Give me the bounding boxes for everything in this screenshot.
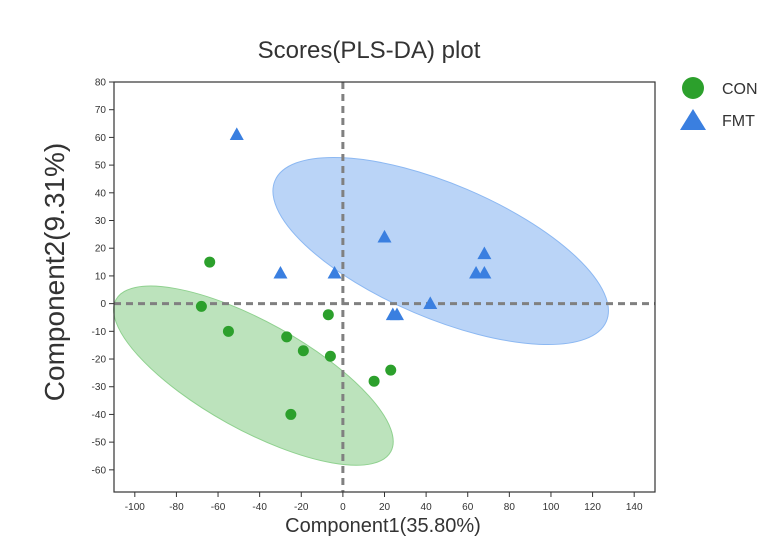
con-legend-label: CON — [722, 81, 758, 98]
x-axis: -100 -80 -60 -40 -20 0 20 40 60 80 100 120 140 — [125, 492, 643, 513]
fmt-legend-marker — [680, 109, 706, 130]
fmt-point — [423, 296, 438, 310]
x-tick-label: -80 — [169, 502, 184, 513]
y-tick-label: -50 — [92, 438, 107, 449]
data-points — [195, 127, 492, 420]
con-point — [222, 325, 234, 337]
y-tick-label: 30 — [95, 216, 107, 227]
x-tick-label: -60 — [211, 502, 226, 513]
x-tick-label: 120 — [584, 502, 601, 513]
x-axis-label: Component1(35.80%) — [285, 515, 481, 537]
x-tick-label: -40 — [252, 502, 267, 513]
y-tick-label: 40 — [95, 188, 107, 199]
con-point — [204, 256, 216, 268]
y-tick-label: -30 — [92, 382, 107, 393]
y-tick-label: -60 — [92, 465, 107, 476]
x-tick-label: -100 — [125, 502, 145, 513]
fmt-point — [273, 265, 288, 279]
fmt-legend-label: FMT — [722, 113, 755, 130]
con-point — [322, 309, 334, 321]
x-tick-label: 100 — [543, 502, 560, 513]
legend: CON FMT — [680, 77, 758, 130]
con-confidence-ellipse — [113, 285, 394, 466]
con-point — [324, 350, 336, 362]
y-tick-label: -40 — [92, 410, 107, 421]
con-point — [281, 331, 293, 343]
con-point — [368, 375, 380, 387]
y-tick-label: 10 — [95, 271, 107, 282]
x-tick-label: 40 — [421, 502, 433, 513]
fmt-point — [327, 265, 342, 279]
x-tick-label: 20 — [379, 502, 391, 513]
fmt-point — [477, 265, 492, 279]
y-tick-label: 70 — [95, 105, 107, 116]
con-point — [195, 300, 207, 312]
x-tick-label: 140 — [626, 502, 643, 513]
fmt-point — [477, 246, 492, 260]
y-tick-label: 0 — [100, 299, 106, 310]
y-tick-label: 50 — [95, 161, 107, 172]
con-point — [285, 408, 297, 420]
con-point — [385, 364, 397, 376]
y-tick-label: 80 — [95, 78, 107, 89]
x-tick-label: 80 — [504, 502, 516, 513]
x-tick-label: 0 — [340, 502, 346, 513]
fmt-point — [389, 307, 404, 321]
fmt-confidence-ellipse — [272, 156, 609, 346]
con-point — [297, 345, 309, 357]
x-tick-label: 60 — [462, 502, 474, 513]
con-legend-marker — [682, 77, 704, 99]
y-axis-label: Component2(9.31%) — [39, 143, 70, 401]
chart-title: Scores(PLS-DA) plot — [258, 37, 481, 64]
confidence-ellipses — [113, 156, 609, 466]
y-tick-label: 60 — [95, 133, 107, 144]
x-tick-label: -20 — [294, 502, 309, 513]
y-tick-label: 20 — [95, 244, 107, 255]
y-tick-label: -20 — [92, 355, 107, 366]
fmt-point — [229, 127, 244, 141]
fmt-point — [377, 229, 392, 243]
y-tick-label: -10 — [92, 327, 107, 338]
y-axis: 80 70 60 50 40 30 20 10 0 -10 -20 -30 -40 -50 -60 — [92, 78, 114, 476]
